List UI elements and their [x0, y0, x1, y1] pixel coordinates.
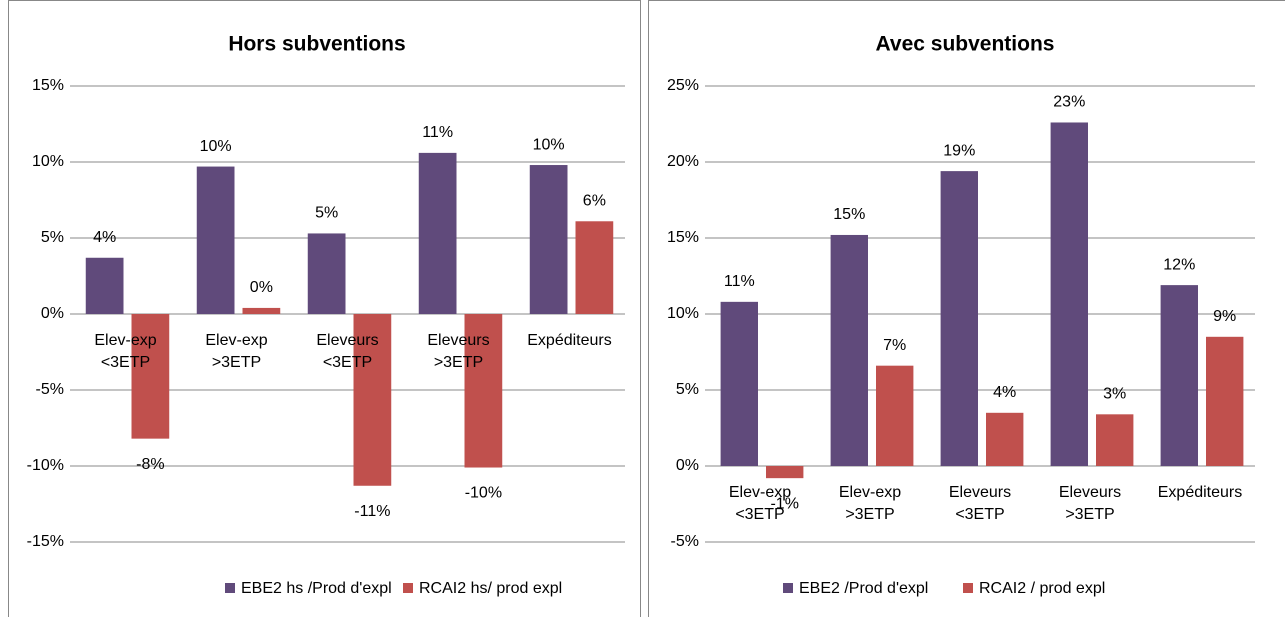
bar: [353, 314, 392, 486]
x-tick-label: Expéditeurs: [1158, 484, 1243, 501]
data-label: 10%: [533, 136, 565, 153]
data-label: -10%: [465, 485, 502, 502]
x-tick-label: Eleveurs <3ETP: [316, 332, 378, 371]
legend-label: EBE2 /Prod d'expl: [799, 580, 928, 597]
data-label: 11%: [422, 124, 453, 141]
legend-swatch: [403, 583, 413, 593]
data-label: 3%: [1103, 386, 1126, 403]
x-tick-label: Eleveurs <3ETP: [949, 484, 1011, 523]
bar: [307, 233, 346, 314]
x-tick-label: Eleveurs >3ETP: [1059, 484, 1121, 523]
data-label: 15%: [833, 206, 865, 223]
data-label: -1%: [770, 495, 798, 512]
bar: [242, 307, 281, 314]
y-tick-label: 20%: [667, 153, 699, 170]
bar: [85, 257, 124, 314]
bar: [940, 171, 978, 466]
legend-label: RCAI2 hs/ prod expl: [419, 580, 562, 597]
data-label: 5%: [315, 205, 338, 222]
x-tick-label: Expéditeurs: [527, 332, 612, 349]
y-tick-label: -10%: [27, 457, 64, 474]
x-tick-label: Eleveurs >3ETP: [427, 332, 489, 371]
bar: [196, 166, 235, 314]
data-label: 12%: [1163, 256, 1195, 273]
panel-border: [8, 0, 641, 617]
data-label: 6%: [583, 192, 606, 209]
y-tick-label: 10%: [32, 153, 64, 170]
bar: [830, 234, 868, 466]
chart-title: Avec subventions: [876, 33, 1055, 56]
x-tick-label: Elev-exp >3ETP: [205, 332, 267, 371]
y-tick-label: 0%: [676, 457, 699, 474]
y-tick-label: -5%: [36, 381, 64, 398]
data-label: 4%: [93, 229, 116, 246]
data-label: -8%: [136, 456, 164, 473]
bar: [575, 221, 614, 314]
data-label: 19%: [943, 142, 975, 159]
data-label: 4%: [993, 384, 1016, 401]
bar: [529, 165, 568, 314]
y-tick-label: -15%: [27, 533, 64, 550]
bar: [986, 412, 1024, 466]
data-label: 0%: [250, 279, 273, 296]
data-label: 7%: [883, 337, 906, 354]
bar: [1050, 122, 1088, 466]
bar: [876, 365, 914, 466]
y-tick-label: 0%: [41, 305, 64, 322]
panel-border: [648, 0, 1285, 617]
data-label: 9%: [1213, 308, 1236, 325]
y-tick-label: 25%: [667, 77, 699, 94]
bar: [131, 314, 170, 439]
y-tick-label: -5%: [671, 533, 699, 550]
bar: [418, 152, 457, 314]
bar: [1096, 414, 1134, 466]
chart-title: Hors subventions: [228, 33, 405, 56]
bar: [464, 314, 503, 468]
y-tick-label: 15%: [667, 229, 699, 246]
data-label: 10%: [200, 138, 232, 155]
x-tick-label: Elev-exp >3ETP: [839, 484, 901, 523]
x-tick-label: Elev-exp <3ETP: [94, 332, 156, 371]
legend-label: EBE2 hs /Prod d'expl: [241, 580, 392, 597]
legend-swatch: [783, 583, 793, 593]
bar: [720, 301, 758, 466]
y-tick-label: 5%: [41, 229, 64, 246]
data-label: 11%: [724, 273, 755, 290]
x-tick-label: Elev-exp <3ETP: [729, 484, 791, 523]
data-label: -11%: [354, 503, 390, 520]
bar: [766, 466, 804, 479]
bar: [1206, 336, 1244, 466]
legend-swatch: [963, 583, 973, 593]
y-tick-label: 5%: [676, 381, 699, 398]
y-tick-label: 15%: [32, 77, 64, 94]
y-tick-label: 10%: [667, 305, 699, 322]
data-label: 23%: [1053, 94, 1085, 111]
legend-swatch: [225, 583, 235, 593]
bar: [1160, 285, 1198, 466]
legend-label: RCAI2 / prod expl: [979, 580, 1105, 597]
